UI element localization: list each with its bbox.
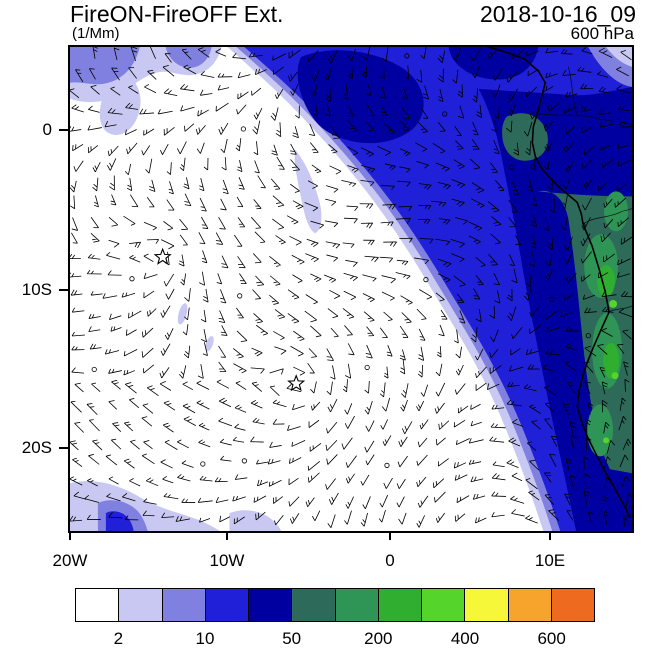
axis-tick bbox=[59, 129, 68, 131]
colorbar-segment bbox=[421, 588, 466, 622]
contour-fill-region bbox=[177, 303, 188, 325]
contour-fill-region bbox=[99, 76, 141, 135]
axis-tick bbox=[226, 533, 228, 540]
contour-fill-region bbox=[294, 149, 322, 234]
star-marker-2 bbox=[287, 374, 306, 392]
colorbar-tick-label: 2 bbox=[113, 629, 124, 648]
plot-units: (1/Mm) bbox=[72, 25, 120, 42]
x-axis-label-20w: 20W bbox=[52, 551, 88, 570]
coastline bbox=[488, 47, 631, 519]
colorbar-segment bbox=[248, 588, 293, 622]
colorbar-labels: 2 10 50 200 400 600 bbox=[75, 629, 595, 651]
colorbar-tick-label: 200 bbox=[364, 629, 393, 648]
x-axis-label-0: 0 bbox=[385, 551, 395, 570]
axis-tick bbox=[549, 533, 551, 540]
contour-fill-region bbox=[297, 50, 424, 144]
colorbar-tick-label: 400 bbox=[450, 629, 480, 648]
colorbar-segment bbox=[334, 588, 379, 622]
colorbar-segment bbox=[204, 588, 249, 622]
contour-fill-region bbox=[205, 336, 214, 352]
colorbar-segment bbox=[377, 588, 422, 622]
plot-level: 600 hPa bbox=[570, 24, 634, 43]
x-axis-label-10e: 10E bbox=[534, 551, 566, 570]
contour-fill-region bbox=[502, 113, 548, 161]
colorbar-tick-label: 10 bbox=[195, 629, 215, 648]
y-axis-label-10s: 10S bbox=[21, 280, 52, 299]
y-axis-label-0: 0 bbox=[42, 120, 52, 139]
map-canvas bbox=[70, 47, 632, 531]
y-axis-label-20s: 20S bbox=[21, 438, 52, 457]
contour-fill-region bbox=[587, 404, 614, 457]
contour-fill-region bbox=[229, 510, 282, 531]
contour-fill-region bbox=[609, 299, 618, 308]
plot-title: FireON-FireOFF Ext. bbox=[70, 1, 284, 27]
contour-fill-region bbox=[70, 47, 140, 85]
map-panel bbox=[68, 45, 634, 533]
contour-fill-region bbox=[611, 372, 619, 380]
colorbar-segment bbox=[161, 588, 206, 622]
colorbar-segment bbox=[464, 588, 509, 622]
contour-fill-region bbox=[597, 265, 616, 297]
colorbar bbox=[75, 588, 595, 622]
country-borders bbox=[537, 66, 632, 313]
contour-fill-region bbox=[105, 511, 134, 531]
plot-datetime: 2018-10-16_09 bbox=[479, 1, 636, 27]
axis-tick bbox=[59, 447, 68, 449]
wind-barbs bbox=[70, 47, 632, 528]
colorbar-segment bbox=[75, 588, 120, 622]
axis-tick bbox=[59, 289, 68, 291]
star-markers bbox=[153, 247, 306, 392]
contour-fill-region bbox=[165, 47, 212, 68]
colorbar-segment bbox=[550, 588, 595, 622]
contour-fills bbox=[70, 47, 632, 531]
colorbar-tick-label: 600 bbox=[537, 629, 566, 648]
axis-tick bbox=[389, 533, 391, 540]
colorbar-segment bbox=[118, 588, 163, 622]
axis-tick bbox=[69, 533, 71, 540]
colorbar-segment bbox=[507, 588, 552, 622]
colorbar-tick-label: 50 bbox=[282, 629, 302, 648]
star-marker-1 bbox=[153, 247, 172, 265]
contour-fill-region bbox=[606, 47, 632, 67]
colorbar-segment bbox=[291, 588, 336, 622]
x-axis-label-10w: 10W bbox=[209, 551, 245, 570]
contour-fill-region bbox=[603, 342, 620, 379]
contour-fill-region bbox=[603, 437, 610, 444]
